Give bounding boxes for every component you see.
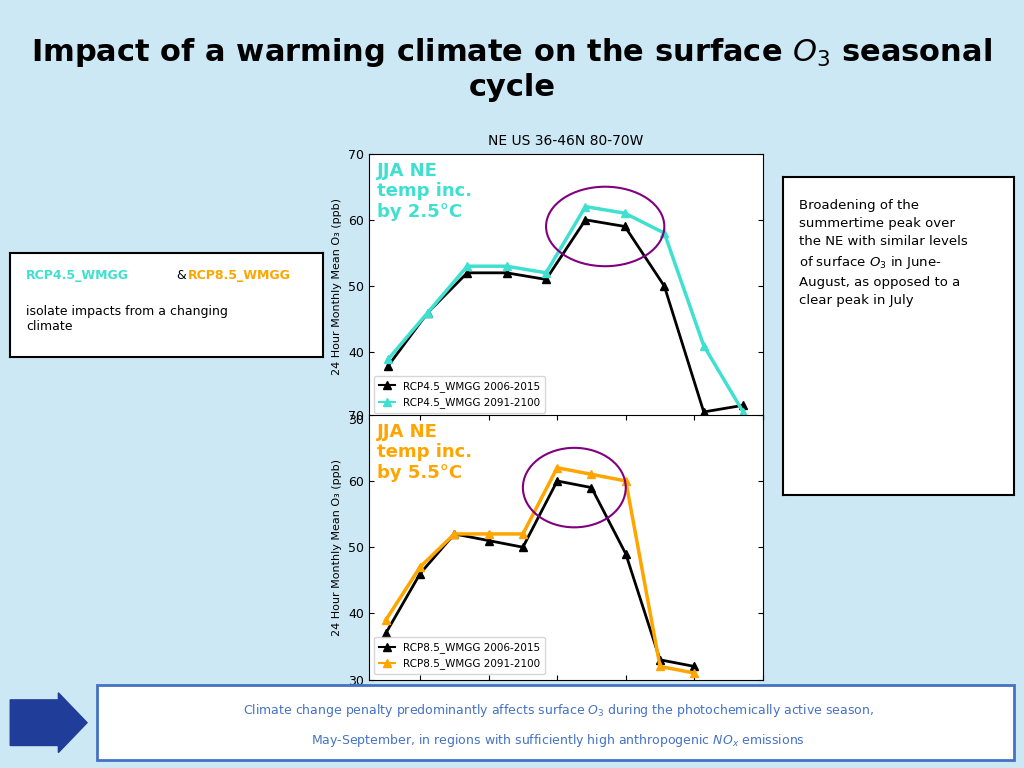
Text: Climate change penalty predominantly affects surface $O_3$ during the photochemi: Climate change penalty predominantly aff… — [243, 702, 873, 719]
Legend: RCP8.5_WMGG 2006-2015, RCP8.5_WMGG 2091-2100: RCP8.5_WMGG 2006-2015, RCP8.5_WMGG 2091-… — [374, 637, 546, 674]
Bar — [97, 685, 1014, 760]
FancyArrow shape — [10, 693, 87, 753]
Legend: RCP4.5_WMGG 2006-2015, RCP4.5_WMGG 2091-2100: RCP4.5_WMGG 2006-2015, RCP4.5_WMGG 2091-… — [374, 376, 546, 413]
Text: Broadening of the
summertime peak over
the NE with similar levels
of surface $O_: Broadening of the summertime peak over t… — [800, 199, 969, 307]
Text: &: & — [173, 269, 190, 282]
Text: isolate impacts from a changing
climate: isolate impacts from a changing climate — [26, 305, 227, 333]
Y-axis label: 24 Hour Monthly Mean O₃ (ppb): 24 Hour Monthly Mean O₃ (ppb) — [332, 197, 342, 375]
Text: RCP4.5_WMGG: RCP4.5_WMGG — [26, 269, 129, 282]
Text: JJA NE
temp inc.
by 5.5°C: JJA NE temp inc. by 5.5°C — [377, 422, 472, 482]
Text: JJA NE
temp inc.
by 2.5°C: JJA NE temp inc. by 2.5°C — [377, 161, 472, 221]
Text: Impact of a warming climate on the surface $O_3$ seasonal
cycle: Impact of a warming climate on the surfa… — [32, 36, 992, 102]
Text: RCP8.5_WMGG: RCP8.5_WMGG — [188, 269, 291, 282]
Y-axis label: 24 Hour Monthly Mean O₃ (ppb): 24 Hour Monthly Mean O₃ (ppb) — [332, 458, 342, 636]
Text: May-September, in regions with sufficiently high anthropogenic $NO_x$ emissions: May-September, in regions with sufficien… — [311, 733, 805, 750]
Title: NE US 36-46N 80-70W: NE US 36-46N 80-70W — [488, 134, 643, 148]
